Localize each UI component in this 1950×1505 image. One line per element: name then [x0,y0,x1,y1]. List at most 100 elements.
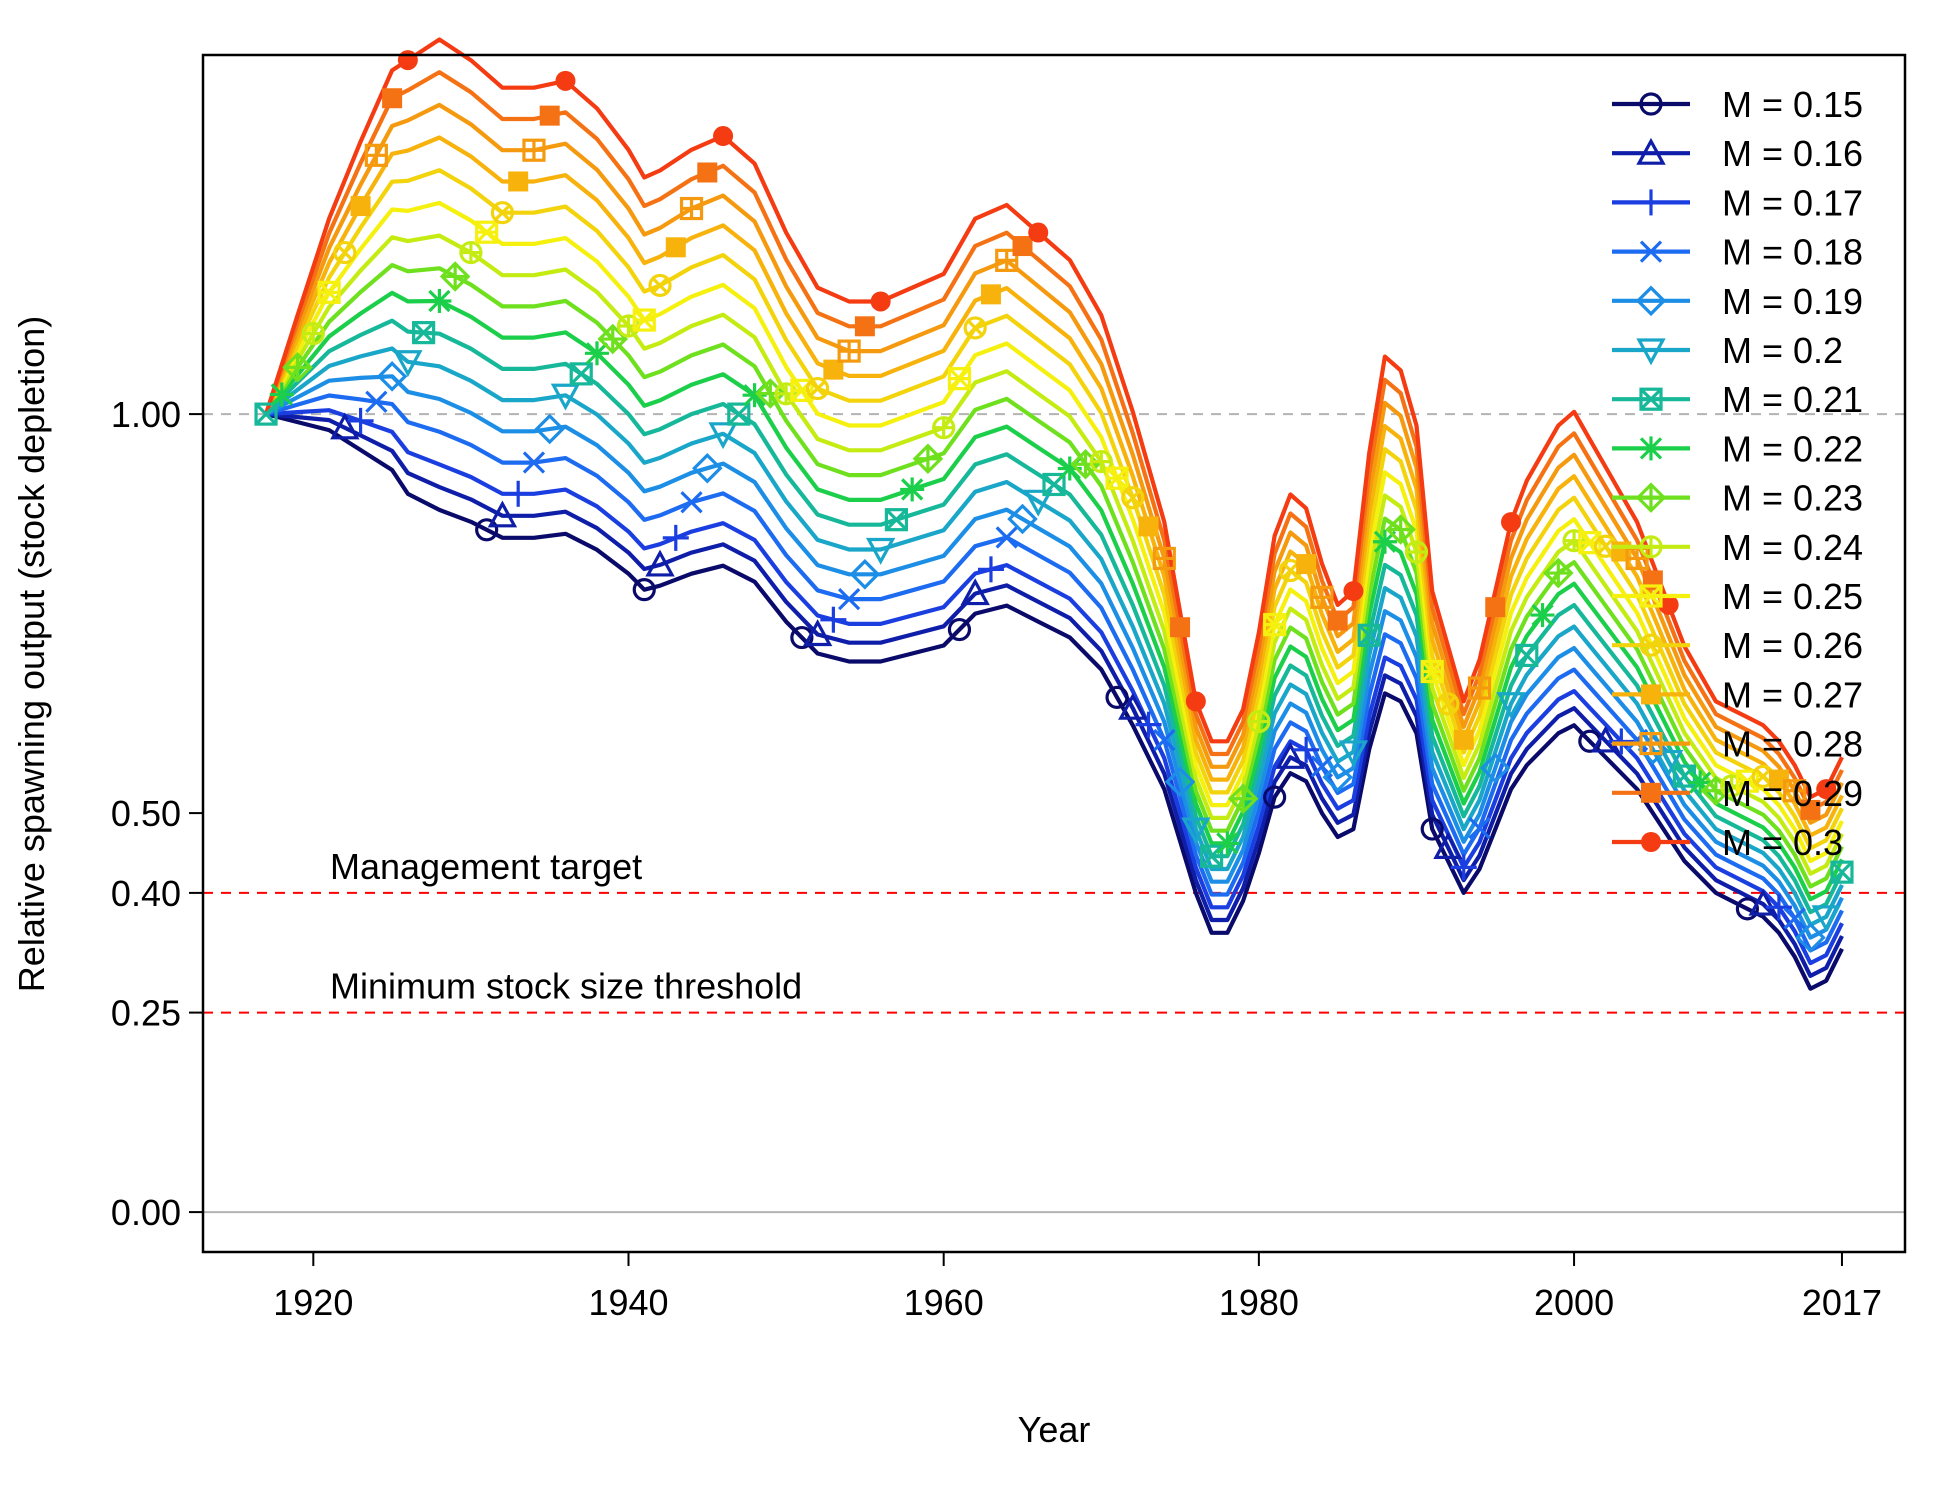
series-point [522,138,546,162]
reference-line-label: Management target [330,846,642,887]
legend-marker [1636,137,1666,165]
legend-item: M = 0.18 [1612,232,1863,273]
series-point [350,196,371,217]
series-point [459,240,483,265]
series-point [282,352,313,383]
series-point [1385,514,1416,545]
legend-marker [1639,92,1663,116]
series-point [1485,597,1506,618]
reference-line-label: Minimum stock size threshold [330,966,802,1007]
series-point [837,587,861,611]
axes-layer: 1920 1940 1960 1980 2000 2017 0.00 0.25 0.40 0.50… [111,394,1882,1323]
series-point [301,321,325,346]
series-line [264,168,1844,851]
series-point [1012,236,1033,257]
series-point [1783,779,1807,803]
series-point [1293,736,1320,763]
series-point [1433,832,1463,859]
series-point [1028,222,1049,243]
series-point [960,578,990,606]
x-tick-label: 2000 [1534,1282,1614,1323]
series-point [1453,729,1474,750]
legend-label: M = 0.17 [1722,182,1863,223]
series-point [1153,728,1176,752]
series-line [265,412,1844,991]
y-tick-label: 1.00 [111,394,181,435]
series-point [632,308,656,332]
series-point [347,407,374,434]
series-point [1263,613,1287,637]
legend-label: M = 0.18 [1722,232,1863,273]
series-point [648,273,672,298]
series-point [539,105,560,126]
series-point [1530,603,1555,628]
y-tick-label: 0.00 [111,1192,181,1233]
series-point [522,451,546,474]
legend-item: M = 0.21 [1612,379,1863,420]
series-point [790,625,814,650]
series-point [555,70,576,91]
series-point [1118,692,1148,720]
series-point [317,280,341,304]
legend-item: M = 0.23 [1612,478,1863,519]
legend-label: M = 0.28 [1722,724,1863,765]
series-point [680,491,703,514]
series-point [1816,779,1837,800]
series-point [884,508,909,532]
series-point [708,422,738,450]
series-point [963,316,987,340]
series-line [264,135,1844,838]
series-point [376,361,408,392]
reference-lines-layer [203,413,1905,1214]
y-tick-label: 0.25 [111,993,181,1034]
series-point [1327,610,1348,631]
series-point [1152,546,1176,571]
x-tick-label: 1920 [273,1282,353,1323]
series-point [820,606,847,633]
series-point [550,383,581,411]
series-point [870,291,891,312]
legend-item: M = 0.22 [1612,428,1863,469]
annotations-layer: Management target Minimum stock size thre… [330,846,802,1007]
legend-label: M = 0.27 [1722,674,1863,715]
series-point [679,196,704,221]
series-point [1830,860,1854,884]
x-axis-title: Year [1018,1409,1091,1450]
legend-marker [1639,436,1663,461]
series-point [333,240,357,265]
legend-marker [1636,338,1666,366]
x-tick-label: 2017 [1802,1282,1882,1323]
series-point [980,284,1001,305]
legend-marker [1639,633,1663,657]
series-line [264,263,1844,889]
legend-label: M = 0.24 [1722,527,1863,568]
series-point [1543,557,1574,589]
series-point [995,526,1018,549]
legend-marker [1641,684,1661,705]
legend-marker [1639,387,1663,411]
series-point [1338,740,1369,768]
series-point [977,556,1004,583]
y-tick-label: 0.50 [111,793,181,834]
series-point [1185,691,1206,712]
series-point [995,248,1019,272]
series-point [508,171,529,192]
series-point [1436,692,1460,716]
series-point [1070,448,1101,480]
series-point [1608,728,1635,755]
series-point [365,390,388,413]
legend-item: M = 0.3 [1612,822,1843,863]
legend-marker [1641,832,1661,852]
series-point [439,261,471,292]
y-tick-label: 0.40 [111,873,181,914]
legend-marker [1639,240,1663,263]
legend-item: M = 0.27 [1612,674,1863,715]
series-point [534,413,565,445]
series-point [475,518,499,542]
series-point [1467,676,1492,700]
series-point [1783,907,1806,930]
legend-item: M = 0.29 [1612,773,1863,814]
series-point [697,162,718,183]
